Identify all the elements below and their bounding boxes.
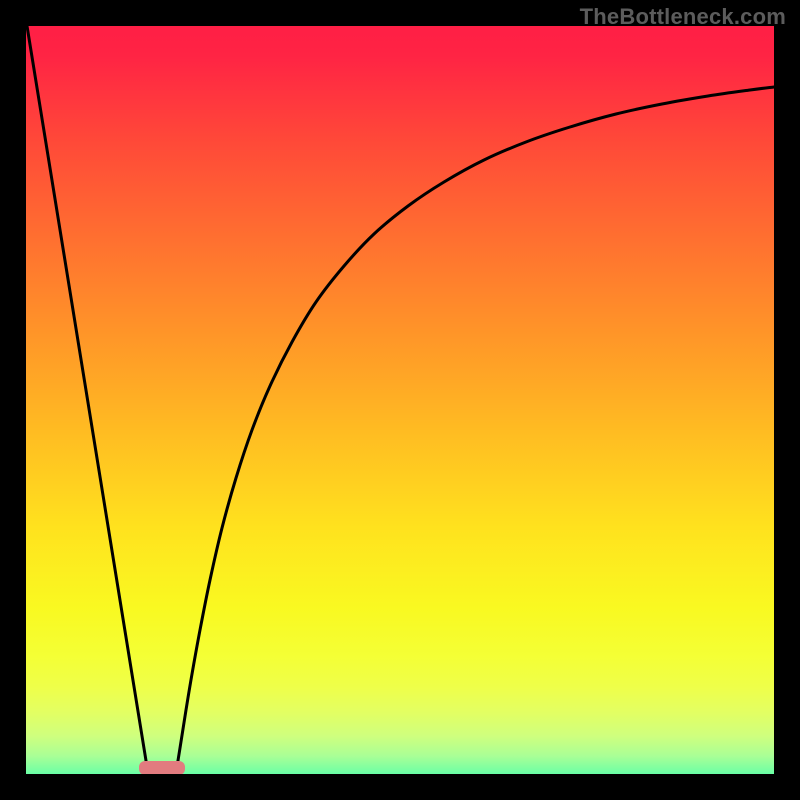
chart-svg (0, 0, 800, 800)
watermark-text: TheBottleneck.com (580, 4, 786, 30)
chart-container: TheBottleneck.com (0, 0, 800, 800)
valley-marker (139, 761, 185, 775)
gradient-background (0, 0, 800, 800)
